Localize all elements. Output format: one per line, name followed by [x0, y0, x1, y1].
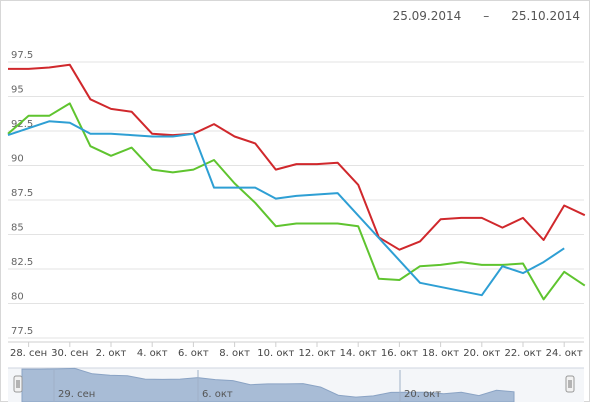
date-from[interactable]: 25.09.2014 — [392, 9, 462, 23]
y-tick-label: 90 — [11, 154, 24, 165]
x-axis-ticks: 28. сен 30. сен 2. окт 4. окт 6. окт 8. окт 10… — [10, 342, 583, 359]
series-blue-line — [7, 120, 565, 297]
x-tick-label: 22. окт — [504, 348, 541, 359]
navigator-handle-right[interactable] — [565, 375, 575, 393]
navigator-label: 29. сен — [58, 389, 95, 400]
x-tick-label: 8. окт — [219, 348, 250, 359]
series-red-line — [8, 63, 586, 251]
y-tick-label: 80 — [11, 292, 24, 303]
x-tick-label: 30. сен — [51, 348, 88, 359]
series-green-line — [7, 102, 586, 301]
x-tick-label: 6. окт — [178, 348, 209, 359]
x-tick-label: 12. окт — [298, 348, 335, 359]
x-tick-label: 4. окт — [137, 348, 168, 359]
date-range[interactable]: 25.09.2014 – 25.10.2014 — [393, 9, 580, 25]
x-tick-label: 2. окт — [96, 348, 127, 359]
navigator-handle-left[interactable] — [13, 375, 23, 393]
y-tick-label: 97.5 — [11, 50, 33, 61]
series-lines — [7, 63, 586, 301]
y-tick-label: 77.5 — [11, 326, 33, 337]
date-to[interactable]: 25.10.2014 — [511, 9, 580, 23]
x-tick-label: 24. окт — [546, 348, 583, 359]
x-tick-label: 16. окт — [381, 348, 418, 359]
x-tick-label: 28. сен — [10, 348, 47, 359]
navigator-area — [21, 367, 515, 402]
date-separator: – — [483, 9, 490, 23]
y-tick-label: 87.5 — [11, 188, 33, 199]
x-tick-label: 18. окт — [422, 348, 459, 359]
x-tick-label: 10. окт — [257, 348, 294, 359]
y-axis-ticks: 77.5 80 82.5 85 87.5 90 92.5 95 97.5 — [11, 50, 33, 337]
y-tick-label: 82.5 — [11, 257, 33, 268]
x-tick-label: 20. окт — [463, 348, 500, 359]
navigator-handle-left-body[interactable] — [13, 375, 23, 393]
range-navigator[interactable]: 29. сен 6. окт 20. окт — [8, 367, 584, 402]
y-tick-label: 95 — [11, 85, 24, 96]
x-tick-label: 14. окт — [340, 348, 377, 359]
navigator-label: 6. окт — [202, 389, 233, 400]
y-tick-label: 85 — [11, 223, 24, 234]
navigator-label: 20. окт — [404, 389, 441, 400]
grid-lines — [8, 61, 584, 343]
y-tick-label: 92.5 — [11, 119, 33, 130]
navigator-handle-right-body[interactable] — [565, 375, 575, 393]
